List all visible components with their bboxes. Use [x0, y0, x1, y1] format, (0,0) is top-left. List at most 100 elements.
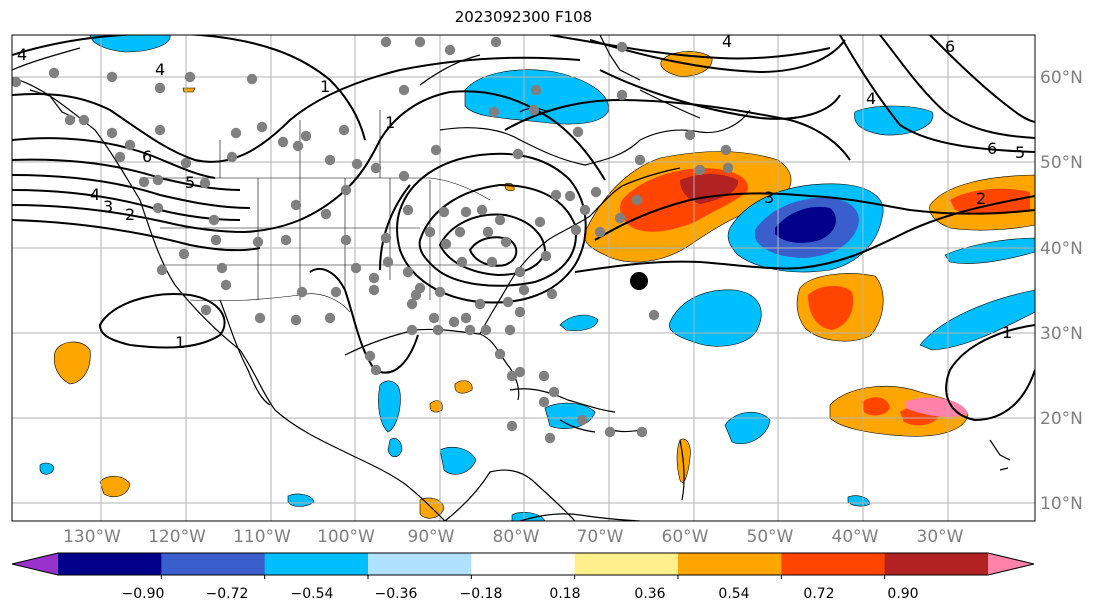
colorbar-tick-label: −0.54	[291, 586, 334, 602]
station-dot	[538, 396, 550, 408]
station-dot	[292, 140, 304, 152]
station-dot	[152, 174, 164, 186]
station-dot	[370, 364, 382, 376]
contour-label: 2	[125, 205, 135, 224]
lon-label: 60°W	[662, 527, 709, 547]
lon-label: 80°W	[493, 527, 540, 547]
station-dot	[490, 36, 502, 48]
station-dot	[428, 312, 440, 324]
colorbar-tick-label: 0.18	[549, 586, 580, 602]
station-dot	[424, 226, 436, 238]
station-dots	[12, 36, 734, 444]
lon-label: 90°W	[408, 527, 455, 547]
station-dot	[252, 236, 264, 248]
station-dot	[534, 216, 546, 228]
colorbar-segment	[264, 553, 369, 575]
station-dot	[138, 176, 150, 188]
station-dot	[338, 124, 350, 136]
colorbar	[11, 552, 1035, 579]
station-dot	[546, 288, 558, 300]
station-dot	[106, 127, 118, 139]
station-dot	[572, 126, 584, 138]
station-dot	[370, 162, 382, 174]
station-dot	[464, 324, 476, 336]
station-dot	[530, 84, 542, 96]
colorbar-segment	[368, 553, 472, 575]
map-title: 2023092300 F108	[454, 8, 593, 26]
colorbar-tick-labels: −0.90 −0.72 −0.54 −0.36 −0.18 0.18 0.36 …	[122, 586, 919, 602]
station-dot	[124, 139, 136, 151]
station-dot	[720, 144, 732, 156]
station-dot	[514, 266, 526, 278]
station-dot	[590, 186, 602, 198]
longitude-labels: 130°W 120°W 110°W 100°W 90°W 80°W 70°W 6…	[63, 527, 964, 547]
lon-label: 40°W	[832, 527, 879, 547]
station-dot	[528, 104, 540, 116]
station-dot	[594, 226, 606, 238]
colorbar-segment	[574, 553, 679, 575]
station-dot	[277, 136, 289, 148]
contour-label: 3	[103, 197, 113, 216]
station-dot	[430, 144, 442, 156]
station-dot	[256, 121, 268, 133]
station-dot	[579, 204, 591, 216]
contour-label: 1	[385, 113, 395, 132]
lat-label: 60°N	[1040, 68, 1083, 88]
station-dot	[604, 426, 616, 438]
station-dot	[280, 234, 292, 246]
colorbar-tick-label: 0.36	[634, 586, 665, 602]
contour-label: 1	[320, 77, 330, 96]
contour-label: 4	[17, 45, 27, 64]
station-dot	[64, 114, 76, 126]
station-dot	[12, 76, 22, 88]
station-dot	[440, 238, 452, 250]
station-dot	[230, 127, 242, 139]
lon-label: 110°W	[233, 527, 291, 547]
station-dot	[364, 350, 376, 362]
station-dot	[324, 154, 336, 166]
station-dot	[616, 89, 628, 101]
station-dot	[504, 324, 516, 336]
contour-label: 1	[1002, 323, 1012, 342]
colorbar-outline	[11, 552, 1035, 576]
colorbar-segment	[884, 553, 989, 575]
contour-label: 4	[722, 32, 732, 51]
station-dot	[538, 370, 550, 382]
colorbar-tick-label: 0.90	[887, 586, 918, 602]
station-dot	[290, 199, 302, 211]
contour-label: 6	[142, 147, 152, 166]
contour-label: 5	[1015, 143, 1025, 162]
anomaly-fills	[39, 35, 1035, 521]
station-dot	[438, 206, 450, 218]
lon-label: 130°W	[63, 527, 121, 547]
station-dot	[414, 36, 426, 48]
station-dot	[564, 190, 576, 202]
colorbar-tick-label: −0.90	[122, 586, 165, 602]
station-dot	[320, 208, 332, 220]
station-dot	[226, 151, 238, 163]
colorbar-tick-label: −0.72	[206, 586, 249, 602]
contour-label: 6	[987, 139, 997, 158]
station-dot	[636, 426, 648, 438]
storm-center-marker	[630, 272, 648, 290]
station-dot	[382, 256, 394, 268]
station-dot	[351, 158, 363, 170]
station-dot	[300, 130, 312, 142]
station-dot	[514, 366, 526, 378]
station-dot	[474, 298, 486, 310]
map-frame	[11, 34, 1036, 522]
station-dot	[220, 279, 232, 291]
station-dot	[380, 232, 392, 244]
lon-label: 50°W	[747, 527, 794, 547]
station-dot	[480, 324, 492, 336]
colorbar-tick-label: 0.54	[718, 586, 749, 602]
colorbar-segment	[161, 553, 266, 575]
colorbar-extend-high	[988, 553, 1034, 575]
station-dot	[246, 73, 258, 85]
station-dot	[210, 234, 222, 246]
station-dot	[406, 298, 418, 310]
station-dot	[502, 296, 514, 308]
station-dot	[648, 309, 660, 321]
station-dot	[634, 154, 646, 166]
